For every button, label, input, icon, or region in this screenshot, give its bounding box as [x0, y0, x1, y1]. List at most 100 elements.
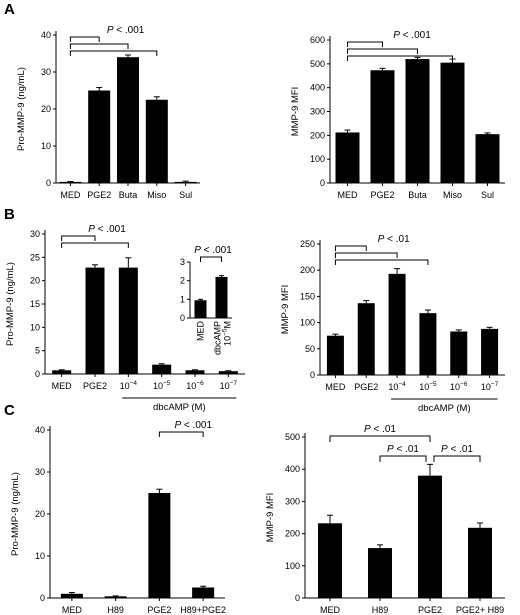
chart-c-right: 0 100 200 300 400 500 MMP-9 MFI MED H89 PGE2 PGE2+… — [265, 424, 505, 615]
significance-bracket — [433, 455, 481, 462]
inset-y-tick-label: 2 — [180, 276, 185, 286]
significance-bracket — [334, 245, 367, 251]
x-tick-label: MED — [338, 190, 359, 200]
chart-a-left: 0 10 20 30 40 Pro-MMP-9 (ng/mL) MED PGE2 Buta Mis… — [16, 25, 200, 200]
bar — [152, 364, 172, 374]
bar — [326, 335, 344, 375]
y-tick-label: 500 — [285, 432, 300, 442]
x-tick-label: H89 — [372, 605, 389, 615]
x-tick-label: PGE2 — [354, 382, 378, 392]
bar — [368, 548, 392, 598]
bar — [335, 132, 360, 183]
bar — [174, 181, 197, 183]
y-tick-label: 40 — [41, 30, 51, 40]
x-tick-label: 10−7 — [481, 381, 499, 392]
panel-label-c: C — [4, 402, 15, 419]
bar — [60, 593, 83, 598]
significance-label: P < .01 — [364, 424, 396, 435]
bar — [218, 371, 238, 374]
y-axis-label: MMP-9 MFI — [265, 493, 276, 543]
bar — [118, 267, 138, 374]
x-tick-label: 10−4 — [120, 380, 138, 391]
y-tick-label: 30 — [41, 67, 51, 77]
bar — [104, 596, 127, 598]
y-tick-label: 600 — [310, 35, 325, 45]
bar — [85, 267, 105, 374]
significance-bracket — [158, 431, 204, 437]
x-tick-label: H89 — [107, 605, 124, 615]
bar — [475, 134, 500, 183]
y-tick-label: 20 — [35, 509, 45, 519]
bar — [185, 370, 205, 374]
bar — [418, 475, 442, 598]
y-tick-label: 0 — [35, 369, 40, 379]
y-axis-label: MMP-9 MFI — [290, 87, 301, 137]
bar — [357, 303, 375, 375]
inset-y-tick-label: 0 — [180, 313, 185, 323]
y-tick-label: 500 — [310, 59, 325, 69]
significance-bracket — [61, 235, 96, 241]
inset-significance-bracket — [200, 256, 222, 262]
y-tick-label: 5 — [35, 346, 40, 356]
y-tick-label: 150 — [300, 291, 315, 301]
y-tick-label: 0 — [320, 178, 325, 188]
y-tick-label: 40 — [35, 425, 45, 435]
significance-bracket — [379, 455, 427, 462]
bar — [450, 331, 468, 375]
significance-bracket — [347, 48, 418, 54]
significance-label: P < .001 — [174, 420, 212, 431]
y-tick-label: 100 — [285, 561, 300, 571]
y-tick-label: 30 — [30, 229, 40, 239]
x-tick-label: 10−6 — [450, 381, 468, 392]
x-tick-label: 10−7 — [220, 380, 238, 391]
x-tick-label: Sul — [179, 190, 192, 200]
bar — [318, 523, 342, 598]
significance-label: P < .01 — [378, 234, 410, 245]
inset-x-tick-label: dbcAMP — [213, 321, 223, 355]
x-tick-label: 10−4 — [388, 381, 406, 392]
y-axis-label: Pro-MMP-9 (ng/mL) — [16, 67, 27, 151]
x-tick-label: Buta — [408, 190, 427, 200]
x-tick-label: MED — [325, 382, 346, 392]
significance-bracket — [69, 43, 129, 49]
chart-a-right: 0 100 200 300 400 500 600 MMP-9 MFI MED PGE2 Buta M… — [290, 30, 505, 200]
y-tick-label: 0 — [310, 370, 315, 380]
inset-bar — [215, 276, 228, 318]
y-axis-label: MMP-9 MFI — [280, 285, 291, 335]
x-tick-label: Sul — [481, 190, 494, 200]
bar — [388, 273, 406, 375]
y-tick-label: 0 — [295, 593, 300, 603]
x-tick-label: MED — [60, 190, 81, 200]
y-tick-label: 200 — [300, 265, 315, 275]
y-axis-label: Pro-MMP-9 (ng/mL) — [10, 472, 21, 556]
x-tick-label: PGE2 — [418, 605, 442, 615]
inset-x-tick-label: 10−5M — [222, 321, 233, 346]
panel-label-a: A — [4, 1, 15, 18]
y-tick-label: 25 — [30, 252, 40, 262]
x-tick-label: Miso — [147, 190, 166, 200]
y-tick-label: 50 — [305, 344, 315, 354]
bar — [88, 90, 111, 183]
panel-label-b: B — [4, 206, 15, 223]
inset-x-tick-label: MED — [196, 321, 206, 342]
x-tick-label: PGE2+ H89 — [456, 605, 504, 615]
y-tick-label: 400 — [285, 464, 300, 474]
group-label: dbcAMP (M) — [418, 403, 471, 414]
chart-b-left-inset: 0 1 2 3 MED dbcAMP 10−5M P < .001 — [180, 245, 233, 355]
y-tick-label: 200 — [310, 130, 325, 140]
significance-bracket — [329, 435, 431, 442]
chart-c-left: 0 10 20 30 40 Pro-MMP-9 (ng/mL) MED H89 PGE2 H89+… — [10, 420, 226, 615]
y-tick-label: 100 — [310, 154, 325, 164]
inset-significance-label: P < .001 — [194, 245, 232, 256]
inset-bar — [194, 300, 207, 318]
x-tick-label: H89+PGE2 — [180, 605, 226, 615]
significance-label: P < .01 — [441, 444, 473, 455]
significance-bracket — [69, 36, 100, 42]
bar — [148, 493, 171, 598]
x-tick-label: PGE2 — [83, 381, 107, 391]
y-tick-label: 10 — [41, 141, 51, 151]
x-tick-label: 10−5 — [419, 381, 437, 392]
x-tick-label: PGE2 — [87, 190, 111, 200]
bar — [419, 313, 437, 375]
